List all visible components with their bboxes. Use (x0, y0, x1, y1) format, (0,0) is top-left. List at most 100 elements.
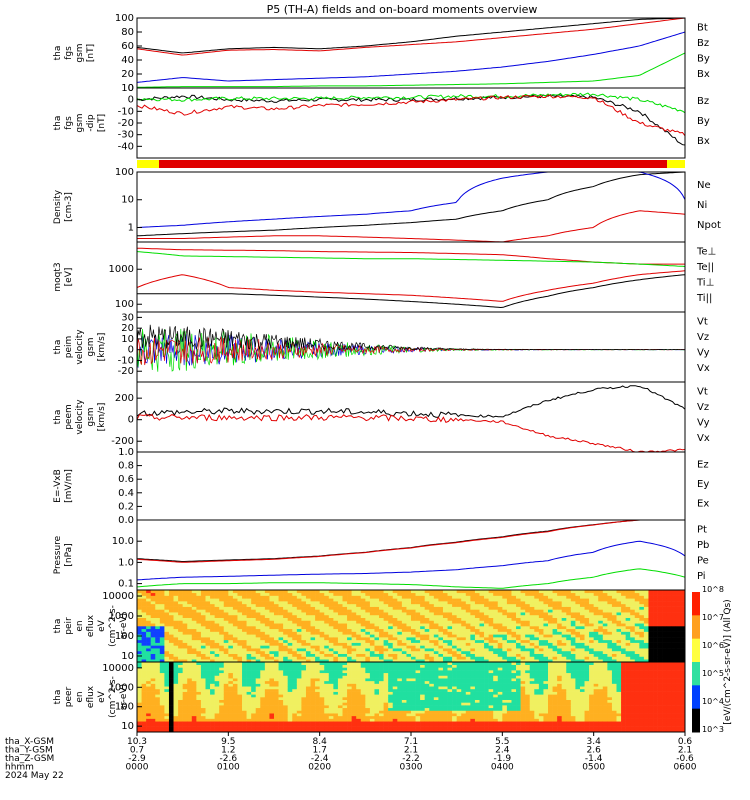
heatmap-cell (420, 637, 425, 641)
heatmap-cell (680, 659, 686, 663)
series-Ne (137, 210, 686, 243)
heatmap-cell (452, 595, 457, 599)
ylabel-line: velocity (75, 399, 85, 435)
heatmap-cell (424, 648, 430, 652)
heatmap-cell (388, 595, 394, 599)
heatmap-cell (319, 707, 325, 711)
heatmap-cell (296, 603, 302, 607)
ytick-label: 0 (128, 415, 134, 426)
heatmap-cell (210, 612, 215, 616)
heatmap-cell (433, 614, 439, 618)
heatmap-cell (602, 595, 608, 599)
heatmap-cell (548, 637, 553, 641)
heatmap-cell (178, 634, 183, 638)
heatmap-cell (360, 686, 366, 690)
heatmap-cell (630, 642, 636, 646)
heatmap-cell (150, 705, 156, 709)
heatmap-cell (315, 718, 320, 722)
heatmap-cell (516, 595, 521, 599)
heatmap-cell (538, 648, 544, 652)
heatmap-cell (164, 653, 170, 657)
heatmap-cell (242, 614, 247, 618)
heatmap-cell (552, 656, 558, 660)
heatmap-cell (319, 664, 325, 668)
heatmap-cell (653, 648, 658, 652)
heatmap-cell (251, 639, 257, 643)
heatmap-cell (548, 626, 553, 630)
heatmap-cell (593, 645, 599, 649)
heatmap-cell (205, 656, 211, 660)
heatmap-cell (214, 601, 220, 605)
heatmap-cell (493, 656, 499, 660)
heatmap-cell (150, 718, 156, 722)
heatmap-cell (319, 634, 325, 638)
heatmap-cell (255, 659, 261, 663)
heatmap-cell (474, 590, 480, 594)
heatmap-cell (648, 637, 654, 641)
heatmap-cell (319, 659, 325, 663)
heatmap-cell (292, 721, 298, 725)
heatmap-cell (401, 648, 407, 652)
heatmap-cell (415, 603, 421, 607)
heatmap-cell (374, 648, 380, 652)
heatmap-cell (214, 609, 220, 613)
heatmap-cell (520, 631, 526, 635)
heatmap-cell (137, 675, 142, 679)
heatmap-cell (634, 617, 640, 621)
heatmap-cell (146, 598, 151, 602)
heatmap-cell (570, 634, 576, 638)
heatmap-cell (488, 595, 494, 599)
heatmap-cell (237, 702, 243, 706)
heatmap-cell (324, 617, 330, 621)
heatmap-cell (420, 659, 425, 663)
heatmap-cell (438, 590, 444, 594)
heatmap-cell (456, 620, 462, 624)
heatmap-cell (415, 653, 421, 657)
heatmap-cell (237, 620, 243, 624)
heatmap-cell (557, 614, 562, 618)
heatmap-cell (484, 601, 489, 605)
heatmap-cell (420, 656, 425, 660)
heatmap-cell (178, 670, 183, 674)
series-Bz (136, 94, 686, 137)
heatmap-cell (497, 653, 503, 657)
heatmap-cell (406, 595, 412, 599)
heatmap-cell (296, 645, 302, 649)
heatmap-cell (383, 678, 389, 682)
heatmap-cell (228, 612, 234, 616)
heatmap-cell (141, 702, 147, 706)
heatmap-cell (315, 688, 320, 692)
heatmap-cell (168, 675, 174, 679)
heatmap-cell (406, 659, 412, 663)
heatmap-cell (648, 648, 654, 652)
heatmap-cell (401, 729, 407, 733)
heatmap-cell (383, 603, 389, 607)
heatmap-cell (310, 721, 316, 725)
heatmap-cell (205, 620, 211, 624)
heatmap-cell (543, 620, 549, 624)
heatmap-cell (301, 678, 307, 682)
heatmap-cell (356, 675, 362, 679)
heatmap-cell (379, 603, 384, 607)
heatmap-cell (634, 650, 640, 654)
heatmap-cell (178, 612, 183, 616)
heatmap-cell (575, 617, 581, 621)
heatmap-cell (461, 642, 467, 646)
heatmap-cell (561, 595, 567, 599)
heatmap-cell (356, 672, 362, 676)
heatmap-cell (159, 686, 165, 690)
heatmap-cell (292, 620, 298, 624)
heatmap-cell (374, 702, 380, 706)
heatmap-cell (365, 702, 371, 706)
heatmap-cell (379, 648, 384, 652)
heatmap-cell (246, 702, 252, 706)
heatmap-cell (566, 620, 572, 624)
heatmap-cell (187, 626, 193, 630)
heatmap-cell (365, 637, 371, 641)
heatmap-cell (333, 631, 339, 635)
heatmap-cell (173, 595, 179, 599)
heatmap-cell (680, 648, 686, 652)
heatmap-cell (296, 620, 302, 624)
heatmap-cell (616, 609, 622, 613)
heatmap-cell (205, 667, 211, 671)
